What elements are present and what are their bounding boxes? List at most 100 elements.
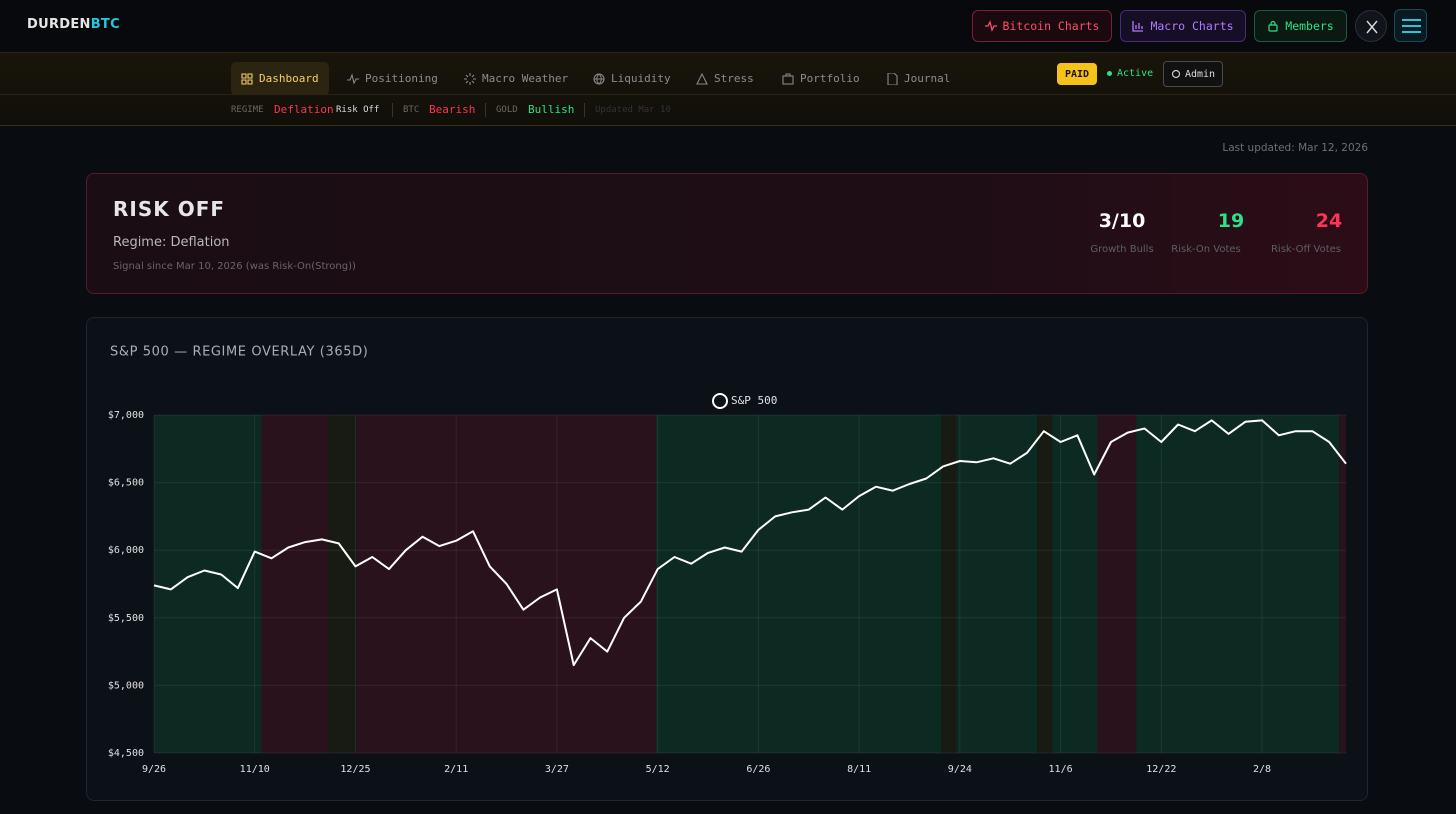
icon [1268,20,1278,32]
icon [984,20,997,32]
separator [392,103,393,117]
brand[interactable]: DURDENBTC [27,17,120,32]
macro-charts-button[interactable]: Macro Charts [1120,10,1246,42]
icon [696,72,708,85]
regime-band [655,415,942,753]
icon [241,72,253,85]
nav-item[interactable]: Dashboard [231,62,329,95]
x-tick-label: 9/24 [948,764,972,775]
admin-button[interactable]: Admin [1163,61,1223,87]
brand-accent: BTC [90,17,120,32]
x-tick-label: 8/11 [847,764,871,775]
signal-title: RISK OFF [113,197,226,221]
nav-bar: Dashboard Positioning Macro Weather Liqu… [0,52,1456,126]
icon [1366,20,1378,34]
button-label: Bitcoin Charts [1002,19,1100,33]
x-tick-label: 3/27 [545,764,569,775]
nav-item[interactable]: Positioning [337,62,448,95]
x-tick-label: 9/26 [142,764,166,775]
ticker-value: Bullish [528,103,575,116]
y-tick-label: $4,500 [108,748,144,759]
stat-label: Risk-Off Votes [1270,244,1342,255]
legend-marker [712,393,728,409]
regime-band [1052,415,1098,753]
button-label: Members [1285,19,1334,33]
y-tick-label: $5,000 [108,680,144,691]
divider [0,94,1456,95]
ticker-label: GOLD [496,105,518,115]
regime-band [956,415,1038,753]
status: Active [1107,68,1153,79]
separator [584,103,585,117]
ticker-updated: Updated Mar 10 [595,105,671,115]
nav-label: Stress [714,72,754,85]
ticker-value: Deflation [274,103,334,116]
members-button[interactable]: Members [1254,10,1347,42]
y-tick-label: $6,000 [108,545,144,556]
regime-band [941,415,957,753]
paid-badge: PAID [1057,63,1097,85]
icon [887,72,898,85]
nav-item[interactable]: Portfolio [772,62,870,95]
x-tick-label: 5/12 [646,764,670,775]
signal-card [86,173,1368,294]
x-tick-label: 12/25 [340,764,370,775]
chart: S&P 500 — REGIME OVERLAY (365D) $4,500 $5… [108,345,1347,775]
regime-band [261,415,329,753]
legend-label: S&P 500 [731,394,777,407]
icon [464,72,476,85]
ticker-label: BTC [403,105,420,115]
nav-item[interactable]: Macro Weather [454,62,578,95]
x-tick-label: 11/10 [240,764,270,775]
x-tick-label: 2/11 [444,764,468,775]
icon [1171,69,1181,79]
regime-band [1136,415,1340,753]
nav-item[interactable]: Stress [686,62,764,95]
ticker-value: Bearish [429,103,476,116]
stat-label: Growth Bulls [1090,244,1154,255]
regime-band [1339,415,1346,753]
regime-band [328,415,358,753]
regime-band [1037,415,1053,753]
line [153,419,1347,667]
signal-regime: Regime: Deflation [113,235,230,250]
stat-value: 3/10 [1098,210,1146,232]
icon [347,72,359,85]
icon [1132,21,1144,32]
bitcoin-charts-button[interactable]: Bitcoin Charts [972,10,1112,42]
button-label: Macro Charts [1150,19,1234,33]
x-tick-label: 12/22 [1146,764,1176,775]
x-tick-label: 2/8 [1253,764,1271,775]
stat-value: 24 [1315,210,1343,232]
chart-card: S&P 500 — REGIME OVERLAY (365D) $4,500 $5… [86,317,1368,801]
nav-item[interactable]: Liquidity [583,62,681,95]
nav-label: Liquidity [611,72,671,85]
y-tick-label: $6,500 [108,478,144,489]
y-tick-label: $7,000 [108,410,144,421]
chart-title: S&P 500 — REGIME OVERLAY (365D) [110,345,368,360]
top-bar: DURDENBTC Bitcoin Charts Macro Charts Me… [0,0,1456,52]
regime-band [154,415,262,753]
status-label: Active [1117,68,1154,79]
icon [593,72,605,85]
x-tick-label: 6/26 [746,764,770,775]
nav-item[interactable]: Journal [876,62,960,95]
menu-button[interactable] [1394,9,1427,42]
y-tick-label: $5,500 [108,613,144,624]
nav-label: Portfolio [800,72,860,85]
nav-label: Dashboard [259,72,319,85]
x-tick-label: 11/6 [1049,764,1073,775]
last-updated: Last updated: Mar 12, 2026 [1222,142,1368,154]
admin-label: Admin [1184,68,1216,80]
stat-label: Risk-On Votes [1171,244,1241,255]
nav-label: Positioning [365,72,438,85]
separator [485,103,486,117]
ticker-value: Risk Off [336,105,380,115]
icon [1402,19,1421,33]
nav-label: Journal [904,72,951,85]
brand-name: DURDEN [27,17,91,32]
nav-label: Macro Weather [482,72,569,85]
x-button[interactable] [1355,10,1387,42]
ticker-label: REGIME [231,105,264,115]
